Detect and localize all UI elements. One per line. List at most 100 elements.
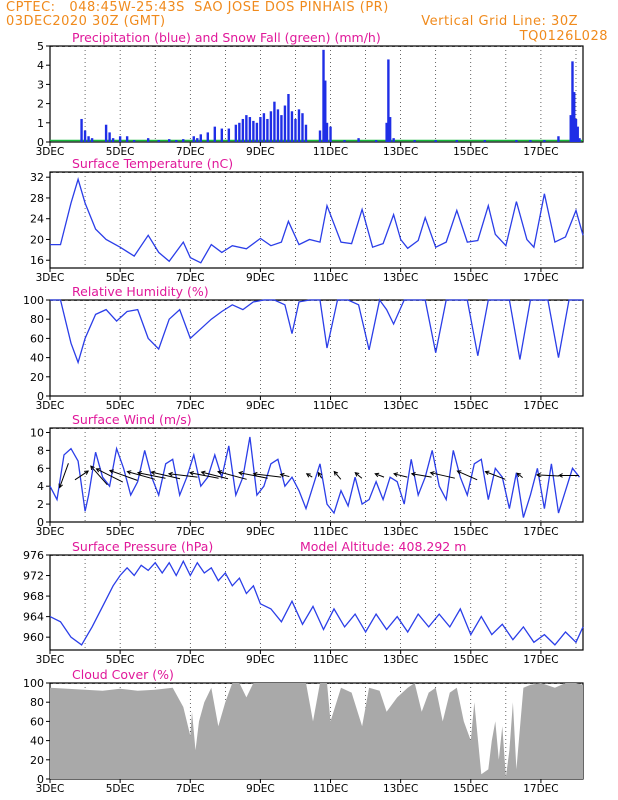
precip-bar <box>322 49 325 143</box>
precip-bar <box>325 122 329 142</box>
precip-bar <box>578 138 581 142</box>
panel-1-ytick-label: 32 <box>30 171 44 184</box>
wind-arrow-head <box>317 471 323 477</box>
wind-arrow <box>217 471 247 480</box>
wind-arrow-head <box>188 471 194 476</box>
precip-bar <box>108 132 111 142</box>
panel-4-frame <box>49 554 584 651</box>
panel-5-xtick-label: 17DEC <box>523 783 558 795</box>
panel-1-xtick-label: 13DEC <box>383 272 418 284</box>
panel-0-xtick-label: 5DEC <box>106 146 135 158</box>
panel-2-frame <box>49 299 584 397</box>
wind-arrow <box>189 472 219 479</box>
precip-bar <box>455 140 458 142</box>
precip-bar <box>571 61 574 142</box>
wind-arrow <box>516 472 523 479</box>
panel-1-frame <box>49 171 584 269</box>
wind-arrow-head <box>150 470 156 476</box>
wind-arrow-head <box>108 469 114 474</box>
panel-3-xtick-label: 17DEC <box>523 526 558 538</box>
precip-bar <box>125 136 129 142</box>
wind-arrow <box>354 472 363 479</box>
panel-3-ytick-label: 4 <box>37 480 44 493</box>
precip-bar <box>83 130 87 142</box>
precip-bar <box>80 118 83 142</box>
header-grid-line: Vertical Grid Line: 30Z <box>421 14 578 29</box>
panel-4-ytick-label: 960 <box>23 631 44 644</box>
wind-arrow <box>201 471 229 480</box>
precip-bar <box>199 134 202 142</box>
panel-1-xtick-label: 15DEC <box>453 272 488 284</box>
wind-arrow <box>109 470 138 481</box>
precip-bar <box>269 111 273 142</box>
panel-3-xtick-label: 13DEC <box>383 526 418 538</box>
precip-bar <box>301 113 304 142</box>
precip-bar <box>569 115 572 142</box>
panel-5-ytick-label: 0 <box>37 773 44 786</box>
header-line1: CPTEC: 048:45W-25:43S SAO JOSE DOS PINHA… <box>6 0 389 15</box>
precip-bar <box>227 128 231 142</box>
panel-4-ytick-label: 968 <box>23 590 44 603</box>
wind-arrow-head <box>558 473 563 478</box>
panel-0-ytick-label: 2 <box>37 98 44 111</box>
wind-arrow-head <box>90 465 95 471</box>
wind-arrow-head <box>252 471 258 477</box>
panel-0-ytick-label: 0 <box>37 136 44 149</box>
precip-bar <box>543 140 546 142</box>
panel-3-ytick-label: 2 <box>37 498 44 511</box>
wind-arrow-head <box>136 471 142 476</box>
wind-arrow <box>411 473 432 478</box>
panel-1-xtick-label: 17DEC <box>523 272 558 284</box>
panel-1-ytick-label: 28 <box>30 192 44 205</box>
panel-5-xtick-label: 3DEC <box>36 783 65 795</box>
precip-bar <box>255 122 259 142</box>
panel-4-xtick-label: 15DEC <box>453 654 488 666</box>
precip-bar <box>483 140 487 142</box>
panel-4-xtick-label: 7DEC <box>176 654 205 666</box>
panel-1-xtick-label: 7DEC <box>176 272 205 284</box>
panel-3-ytick-label: 8 <box>37 444 44 457</box>
precip-bar <box>213 126 217 142</box>
panel-5-xtick-label: 11DEC <box>313 783 348 795</box>
panel-4-xtick-label: 11DEC <box>313 654 348 666</box>
precip-bar <box>329 126 332 142</box>
wind-arrow-head <box>516 472 522 478</box>
precip-bar <box>259 117 262 142</box>
precip-bar <box>262 113 266 142</box>
panel-0-ytick-label: 1 <box>37 117 44 130</box>
precip-bar <box>413 140 416 142</box>
wind-arrow <box>127 471 156 480</box>
precip-bar <box>574 118 578 142</box>
wind-arrow <box>430 472 455 479</box>
precip-bar <box>304 124 308 142</box>
precip-bar <box>388 117 392 142</box>
precip-bar <box>104 124 108 142</box>
wind-arrow <box>333 471 342 480</box>
precip-bar <box>283 105 287 142</box>
panel-3-xtick-label: 15DEC <box>453 526 488 538</box>
wind-arrow-head <box>393 472 399 477</box>
wind-arrow <box>238 472 268 479</box>
precip-bar <box>294 118 297 142</box>
wind-arrow-head <box>238 471 244 476</box>
precip-bar <box>182 139 185 142</box>
panel-3-ytick-label: 6 <box>37 462 44 475</box>
wind-arrow-head <box>374 472 380 478</box>
panel-2-xtick-label: 7DEC <box>176 400 205 412</box>
wind-arrow-head <box>410 472 416 477</box>
wind-arrow <box>168 473 198 478</box>
precip-bar <box>297 109 301 142</box>
precip-bar <box>157 140 160 142</box>
panel-1-title: Surface Temperature (nC) <box>72 156 233 171</box>
precip-bar <box>111 138 115 142</box>
wind-arrow-head <box>126 470 132 475</box>
wind-arrow-head <box>305 473 311 478</box>
wind-arrow-head <box>279 472 285 478</box>
precip-bar <box>576 126 579 142</box>
wind-arrow <box>96 468 124 483</box>
panel-3-xtick-label: 9DEC <box>246 526 275 538</box>
panel-2-xtick-label: 15DEC <box>453 400 488 412</box>
header-run-id: TQ0126L028 <box>519 29 608 44</box>
precip-bar <box>146 138 150 142</box>
